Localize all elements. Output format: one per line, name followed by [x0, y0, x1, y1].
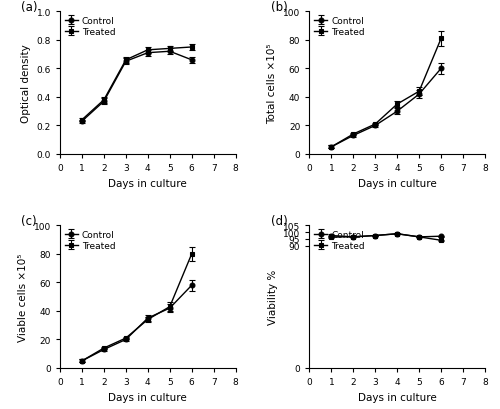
Legend: Control, Treated: Control, Treated: [62, 15, 117, 39]
Y-axis label: Optical density: Optical density: [21, 44, 31, 123]
Text: (a): (a): [22, 1, 38, 14]
X-axis label: Days in culture: Days in culture: [358, 392, 436, 402]
Text: (c): (c): [22, 214, 37, 227]
Text: (d): (d): [270, 214, 287, 227]
Legend: Control, Treated: Control, Treated: [312, 15, 366, 39]
Legend: Control, Treated: Control, Treated: [312, 229, 366, 252]
Text: (b): (b): [270, 1, 287, 14]
X-axis label: Days in culture: Days in culture: [108, 392, 187, 402]
Legend: Control, Treated: Control, Treated: [62, 229, 117, 252]
Y-axis label: Viable cells ×10⁵: Viable cells ×10⁵: [18, 253, 28, 341]
Y-axis label: Viability %: Viability %: [268, 270, 278, 324]
X-axis label: Days in culture: Days in culture: [108, 178, 187, 188]
X-axis label: Days in culture: Days in culture: [358, 178, 436, 188]
Y-axis label: Total cells ×10⁵: Total cells ×10⁵: [268, 43, 278, 124]
